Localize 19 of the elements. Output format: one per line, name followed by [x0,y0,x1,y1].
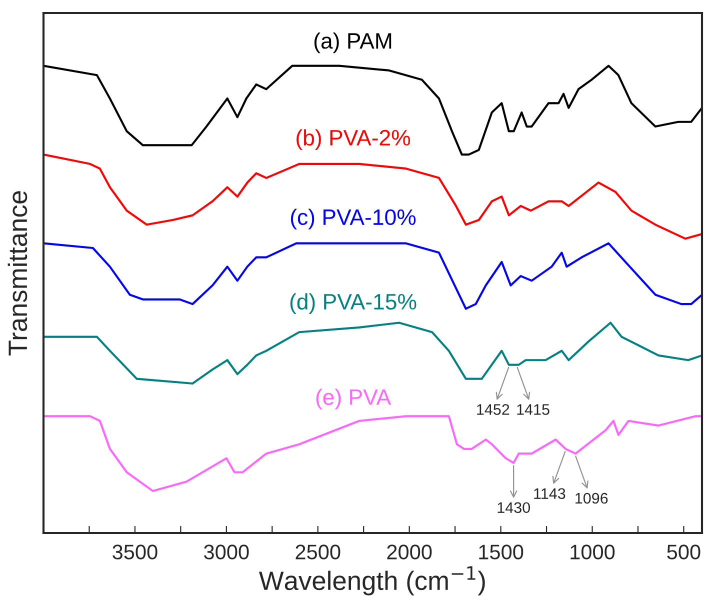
x-tick-label: 3500 [112,544,158,560]
annotation: 1096 [576,492,608,504]
x-tick-label: 1000 [570,544,615,560]
x-tick-label: 2000 [387,544,432,560]
y-axis-title: Transmittance [8,191,28,356]
annotation: 1452 [477,404,510,415]
series-label: (c) PVA-10% [290,208,416,230]
x-tick-label: 1500 [479,544,524,560]
x-axis-title: Wavelength (cm$^{−1}$) [258,566,485,596]
series-label: (a) PAM [314,32,392,54]
annotation: 1430 [498,502,530,514]
series-label: (e) PVA [316,388,392,410]
x-tick-label: 3000 [204,544,249,560]
x-tick-label: 500 [667,544,700,560]
annotation: 1143 [534,488,566,500]
series-label: (d) PVA-15% [290,293,416,314]
x-tick-label: 2500 [296,544,340,560]
series-label: (b) PVA-2% [296,129,410,150]
annotation: 1415 [517,404,550,415]
